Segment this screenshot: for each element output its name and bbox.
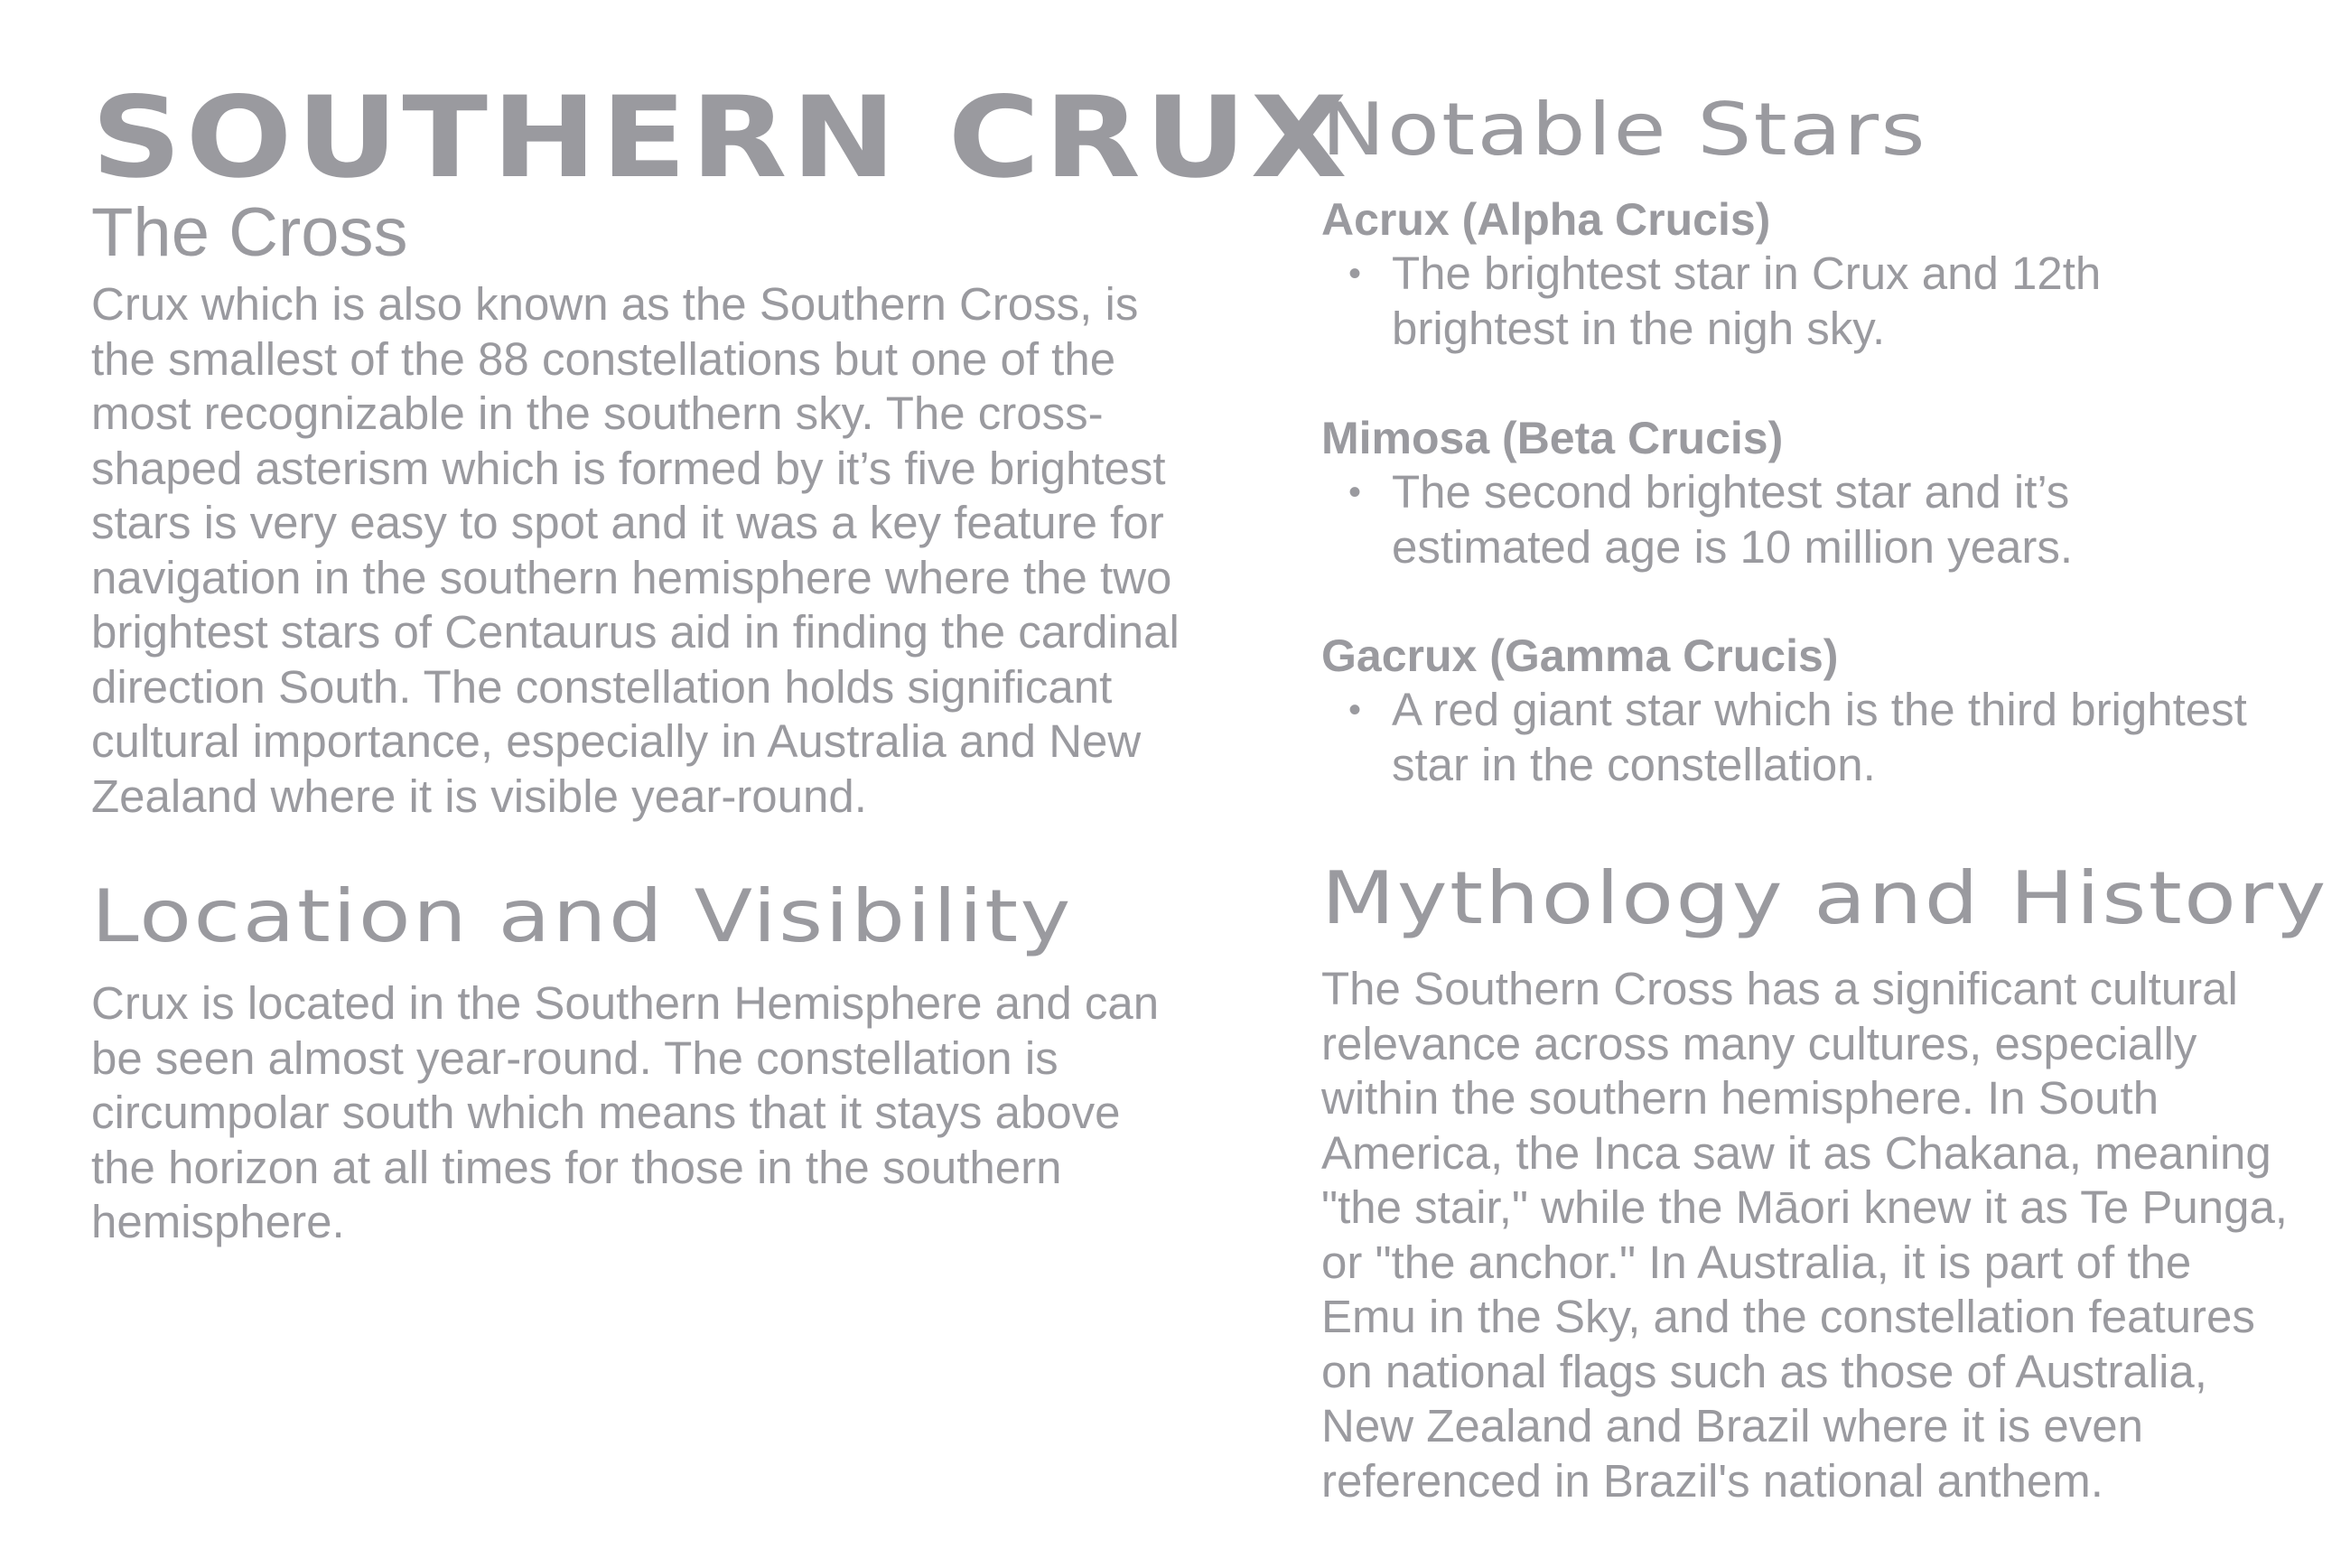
mythology-line: on national flags such as those of Austr… bbox=[1321, 1345, 2207, 1397]
location-line: hemisphere. bbox=[91, 1196, 345, 1247]
location-line: circumpolar south which means that it st… bbox=[91, 1087, 1121, 1138]
location-paragraph: Crux is located in the Southern Hemisphe… bbox=[91, 976, 1159, 1250]
page-subtitle: The Cross bbox=[91, 194, 408, 271]
star-name: Acrux (Alpha Crucis) bbox=[1321, 194, 1771, 245]
intro-line: Crux which is also known as the Southern… bbox=[91, 278, 1139, 330]
intro-line: brightest stars of Centaurus aid in find… bbox=[91, 606, 1180, 658]
intro-line: most recognizable in the southern sky. T… bbox=[91, 387, 1104, 439]
intro-line: cultural importance, especially in Austr… bbox=[91, 715, 1142, 767]
bullet-icon: • bbox=[1348, 472, 1362, 512]
mythology-line: relevance across many cultures, especial… bbox=[1321, 1017, 2197, 1069]
description-line: star in the constellation. bbox=[1392, 738, 1876, 790]
mythology-line: or "the anchor." In Australia, it is par… bbox=[1321, 1236, 2192, 1288]
location-line: the horizon at all times for those in th… bbox=[91, 1141, 1062, 1193]
bullet-icon: • bbox=[1348, 254, 1362, 294]
star-name: Mimosa (Beta Crucis) bbox=[1321, 413, 1784, 463]
mythology-line: Emu in the Sky, and the constellation fe… bbox=[1321, 1291, 2255, 1342]
intro-line: shaped asterism which is formed by it’s … bbox=[91, 442, 1166, 494]
star-entry-gacrux: Gacrux (Gamma Crucis) • A red giant star… bbox=[1321, 629, 2247, 792]
description-line: brightest in the nigh sky. bbox=[1392, 302, 1886, 354]
bullet-icon: • bbox=[1348, 690, 1362, 730]
description-line: A red giant star which is the third brig… bbox=[1392, 684, 2247, 735]
intro-line: direction South. The constellation holds… bbox=[91, 660, 1113, 713]
intro-line: stars is very easy to spot and it was a … bbox=[91, 497, 1164, 548]
mythology-line: The Southern Cross has a significant cul… bbox=[1321, 963, 2238, 1014]
intro-line: Zealand where it is visible year-round. bbox=[91, 770, 867, 822]
mythology-line: "the stair," while the Māori knew it as … bbox=[1321, 1181, 2288, 1233]
mythology-line: America, the Inca saw it as Chakana, mea… bbox=[1321, 1126, 2271, 1179]
mythology-line: referenced in Brazil's national anthem. bbox=[1321, 1454, 2103, 1507]
notable-stars-heading: Notable Stars bbox=[1321, 88, 1927, 172]
star-description: • The second brightest star and it’s est… bbox=[1321, 465, 2073, 574]
description-line: The second brightest star and it’s bbox=[1392, 466, 2070, 518]
intro-line: the smallest of the 88 constellations bu… bbox=[91, 332, 1116, 385]
intro-line: navigation in the southern hemisphere wh… bbox=[91, 551, 1172, 603]
description-line: The brightest star in Crux and 12th bbox=[1392, 247, 2102, 299]
mythology-paragraph: The Southern Cross has a significant cul… bbox=[1321, 962, 2288, 1508]
intro-paragraph: Crux which is also known as the Southern… bbox=[91, 277, 1180, 824]
page-title: SOUTHERN CRUX bbox=[91, 73, 1352, 203]
location-heading: Location and Visibility bbox=[91, 874, 1073, 958]
star-entry-mimosa: Mimosa (Beta Crucis) • The second bright… bbox=[1321, 411, 2073, 574]
mythology-line: New Zealand and Brazil where it is even bbox=[1321, 1400, 2143, 1451]
mythology-heading: Mythology and History bbox=[1321, 856, 2328, 940]
mythology-line: within the southern hemisphere. In South bbox=[1321, 1072, 2159, 1124]
description-line: estimated age is 10 million years. bbox=[1392, 520, 2074, 573]
star-entry-acrux: Acrux (Alpha Crucis) • The brightest sta… bbox=[1321, 192, 2101, 356]
star-name: Gacrux (Gamma Crucis) bbox=[1321, 630, 1839, 681]
star-description: • A red giant star which is the third br… bbox=[1321, 683, 2247, 792]
location-line: be seen almost year-round. The constella… bbox=[91, 1031, 1059, 1084]
star-description: • The brightest star in Crux and 12th br… bbox=[1321, 247, 2101, 356]
location-line: Crux is located in the Southern Hemisphe… bbox=[91, 977, 1160, 1029]
